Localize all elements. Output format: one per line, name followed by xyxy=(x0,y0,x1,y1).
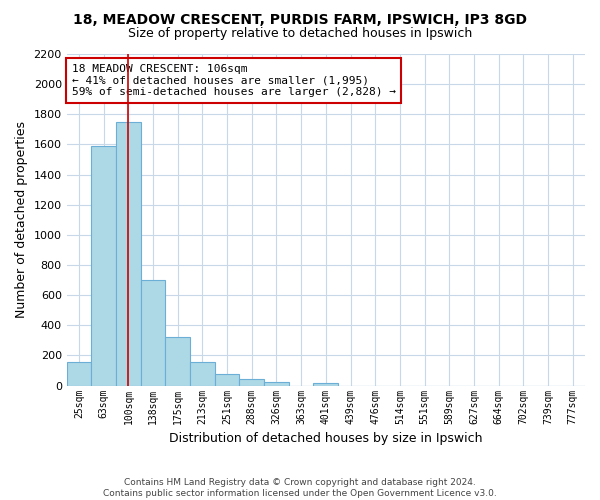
Bar xyxy=(166,338,190,386)
Text: Size of property relative to detached houses in Ipswich: Size of property relative to detached ho… xyxy=(128,28,472,40)
Text: Contains HM Land Registry data © Crown copyright and database right 2024.
Contai: Contains HM Land Registry data © Crown c… xyxy=(103,478,497,498)
Bar xyxy=(67,362,91,386)
Bar xyxy=(264,382,289,386)
X-axis label: Distribution of detached houses by size in Ipswich: Distribution of detached houses by size … xyxy=(169,432,482,445)
Bar xyxy=(239,379,264,386)
Bar xyxy=(215,374,239,386)
Bar xyxy=(313,384,338,386)
Y-axis label: Number of detached properties: Number of detached properties xyxy=(15,122,28,318)
Bar xyxy=(190,362,215,386)
Bar xyxy=(141,280,166,386)
Text: 18 MEADOW CRESCENT: 106sqm
← 41% of detached houses are smaller (1,995)
59% of s: 18 MEADOW CRESCENT: 106sqm ← 41% of deta… xyxy=(72,64,396,97)
Text: 18, MEADOW CRESCENT, PURDIS FARM, IPSWICH, IP3 8GD: 18, MEADOW CRESCENT, PURDIS FARM, IPSWIC… xyxy=(73,12,527,26)
Bar xyxy=(91,146,116,386)
Bar xyxy=(116,122,141,386)
